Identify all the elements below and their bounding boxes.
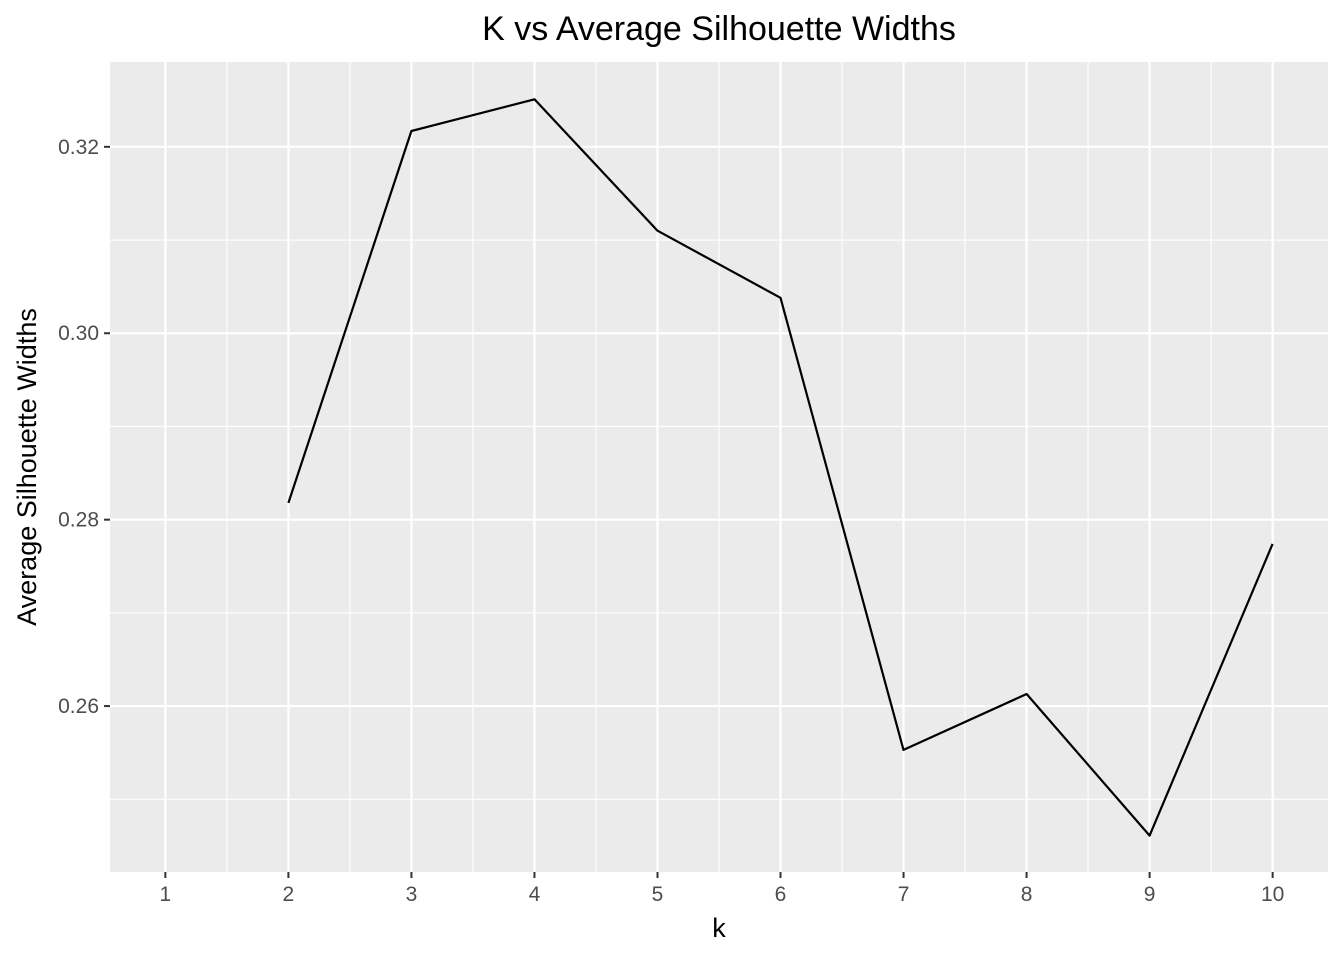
y-tick-label: 0.30: [58, 322, 99, 345]
y-tick-label: 0.32: [58, 136, 99, 159]
x-axis: 1 2 3 4 5 6 7 8 9 10: [160, 872, 1284, 906]
x-tick-label: 3: [406, 883, 418, 906]
x-axis-title: k: [712, 913, 726, 943]
x-tick-label: 4: [529, 883, 541, 906]
x-tick-label: 9: [1144, 883, 1156, 906]
y-tick-label: 0.26: [58, 695, 99, 718]
y-axis: 0.26 0.28 0.30 0.32: [58, 136, 110, 718]
series-line: [287, 98, 1274, 837]
x-tick-label: 2: [283, 883, 295, 906]
x-tick-label: 10: [1261, 883, 1284, 906]
x-tick-label: 1: [160, 883, 172, 906]
y-tick-label: 0.28: [58, 509, 99, 532]
x-tick-label: 8: [1021, 883, 1033, 906]
chart-title: K vs Average Silhouette Widths: [482, 10, 956, 48]
x-tick-label: 6: [775, 883, 787, 906]
major-grid: [110, 62, 1328, 872]
y-axis-title: Average Silhouette Widths: [12, 308, 42, 626]
x-tick-label: 7: [898, 883, 910, 906]
x-tick-label: 5: [652, 883, 664, 906]
minor-grid: [110, 62, 1328, 872]
